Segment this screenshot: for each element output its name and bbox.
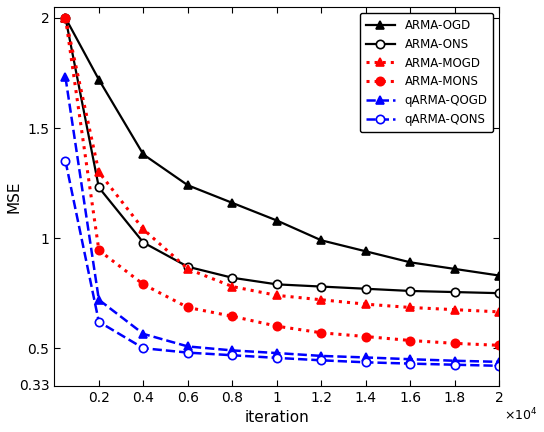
Line: qARMA-QONS: qARMA-QONS — [61, 157, 504, 370]
Line: ARMA-OGD: ARMA-OGD — [61, 14, 504, 280]
qARMA-QONS — [407, 361, 413, 366]
ARMA-ONS — [452, 289, 458, 295]
ARMA-MOGD — [407, 305, 413, 310]
Text: 0.33: 0.33 — [19, 378, 50, 393]
ARMA-ONS — [96, 185, 102, 190]
ARMA-MONS — [184, 305, 191, 310]
ARMA-OGD — [62, 16, 69, 21]
qARMA-QOGD — [96, 297, 102, 302]
Text: $\times10^4$: $\times10^4$ — [504, 407, 537, 423]
qARMA-QOGD — [363, 355, 369, 360]
ARMA-ONS — [407, 289, 413, 294]
qARMA-QONS — [96, 319, 102, 324]
X-axis label: iteration: iteration — [244, 410, 309, 425]
ARMA-MONS — [452, 341, 458, 346]
qARMA-QOGD — [62, 75, 69, 80]
ARMA-MONS — [318, 330, 325, 335]
ARMA-MONS — [140, 282, 147, 287]
ARMA-OGD — [407, 260, 413, 265]
ARMA-MONS — [229, 314, 236, 319]
ARMA-OGD — [496, 273, 503, 278]
qARMA-QOGD — [496, 359, 503, 365]
ARMA-MOGD — [363, 302, 369, 307]
ARMA-OGD — [318, 238, 325, 243]
ARMA-MOGD — [96, 169, 102, 175]
qARMA-QOGD — [140, 331, 147, 337]
qARMA-QONS — [318, 358, 325, 363]
ARMA-ONS — [229, 275, 236, 280]
ARMA-ONS — [62, 16, 69, 21]
ARMA-ONS — [274, 282, 280, 287]
ARMA-MOGD — [496, 309, 503, 314]
ARMA-MOGD — [318, 297, 325, 302]
qARMA-QONS — [452, 362, 458, 367]
ARMA-MONS — [407, 338, 413, 343]
ARMA-MONS — [496, 343, 503, 348]
Line: ARMA-MONS: ARMA-MONS — [61, 14, 504, 349]
ARMA-ONS — [318, 284, 325, 289]
Line: qARMA-QOGD: qARMA-QOGD — [61, 73, 504, 366]
qARMA-QONS — [140, 346, 147, 351]
qARMA-QOGD — [407, 357, 413, 362]
qARMA-QONS — [62, 159, 69, 164]
qARMA-QOGD — [452, 358, 458, 363]
ARMA-MOGD — [184, 267, 191, 272]
ARMA-OGD — [96, 77, 102, 82]
ARMA-MOGD — [62, 16, 69, 21]
qARMA-QONS — [363, 360, 369, 365]
qARMA-QONS — [229, 353, 236, 358]
ARMA-OGD — [184, 183, 191, 188]
qARMA-QOGD — [184, 344, 191, 349]
ARMA-ONS — [496, 291, 503, 296]
ARMA-MONS — [274, 324, 280, 329]
ARMA-OGD — [229, 200, 236, 206]
ARMA-MONS — [62, 16, 69, 21]
qARMA-QOGD — [318, 353, 325, 359]
ARMA-MOGD — [229, 284, 236, 289]
ARMA-ONS — [184, 264, 191, 269]
ARMA-MONS — [363, 334, 369, 339]
ARMA-MOGD — [274, 293, 280, 298]
qARMA-QONS — [274, 355, 280, 360]
ARMA-OGD — [274, 218, 280, 223]
ARMA-ONS — [140, 240, 147, 245]
qARMA-QOGD — [229, 348, 236, 353]
ARMA-MOGD — [140, 227, 147, 232]
ARMA-OGD — [363, 249, 369, 254]
qARMA-QONS — [184, 350, 191, 355]
Line: ARMA-ONS: ARMA-ONS — [61, 14, 504, 297]
Y-axis label: MSE: MSE — [7, 180, 22, 213]
Legend: ARMA-OGD, ARMA-ONS, ARMA-MOGD, ARMA-MONS, qARMA-QOGD, qARMA-QONS: ARMA-OGD, ARMA-ONS, ARMA-MOGD, ARMA-MONS… — [360, 13, 493, 132]
ARMA-OGD — [140, 152, 147, 157]
ARMA-ONS — [363, 286, 369, 291]
ARMA-MONS — [96, 248, 102, 253]
qARMA-QONS — [496, 363, 503, 368]
ARMA-MOGD — [452, 307, 458, 312]
qARMA-QOGD — [274, 350, 280, 356]
ARMA-OGD — [452, 267, 458, 272]
Line: ARMA-MOGD: ARMA-MOGD — [61, 14, 504, 316]
